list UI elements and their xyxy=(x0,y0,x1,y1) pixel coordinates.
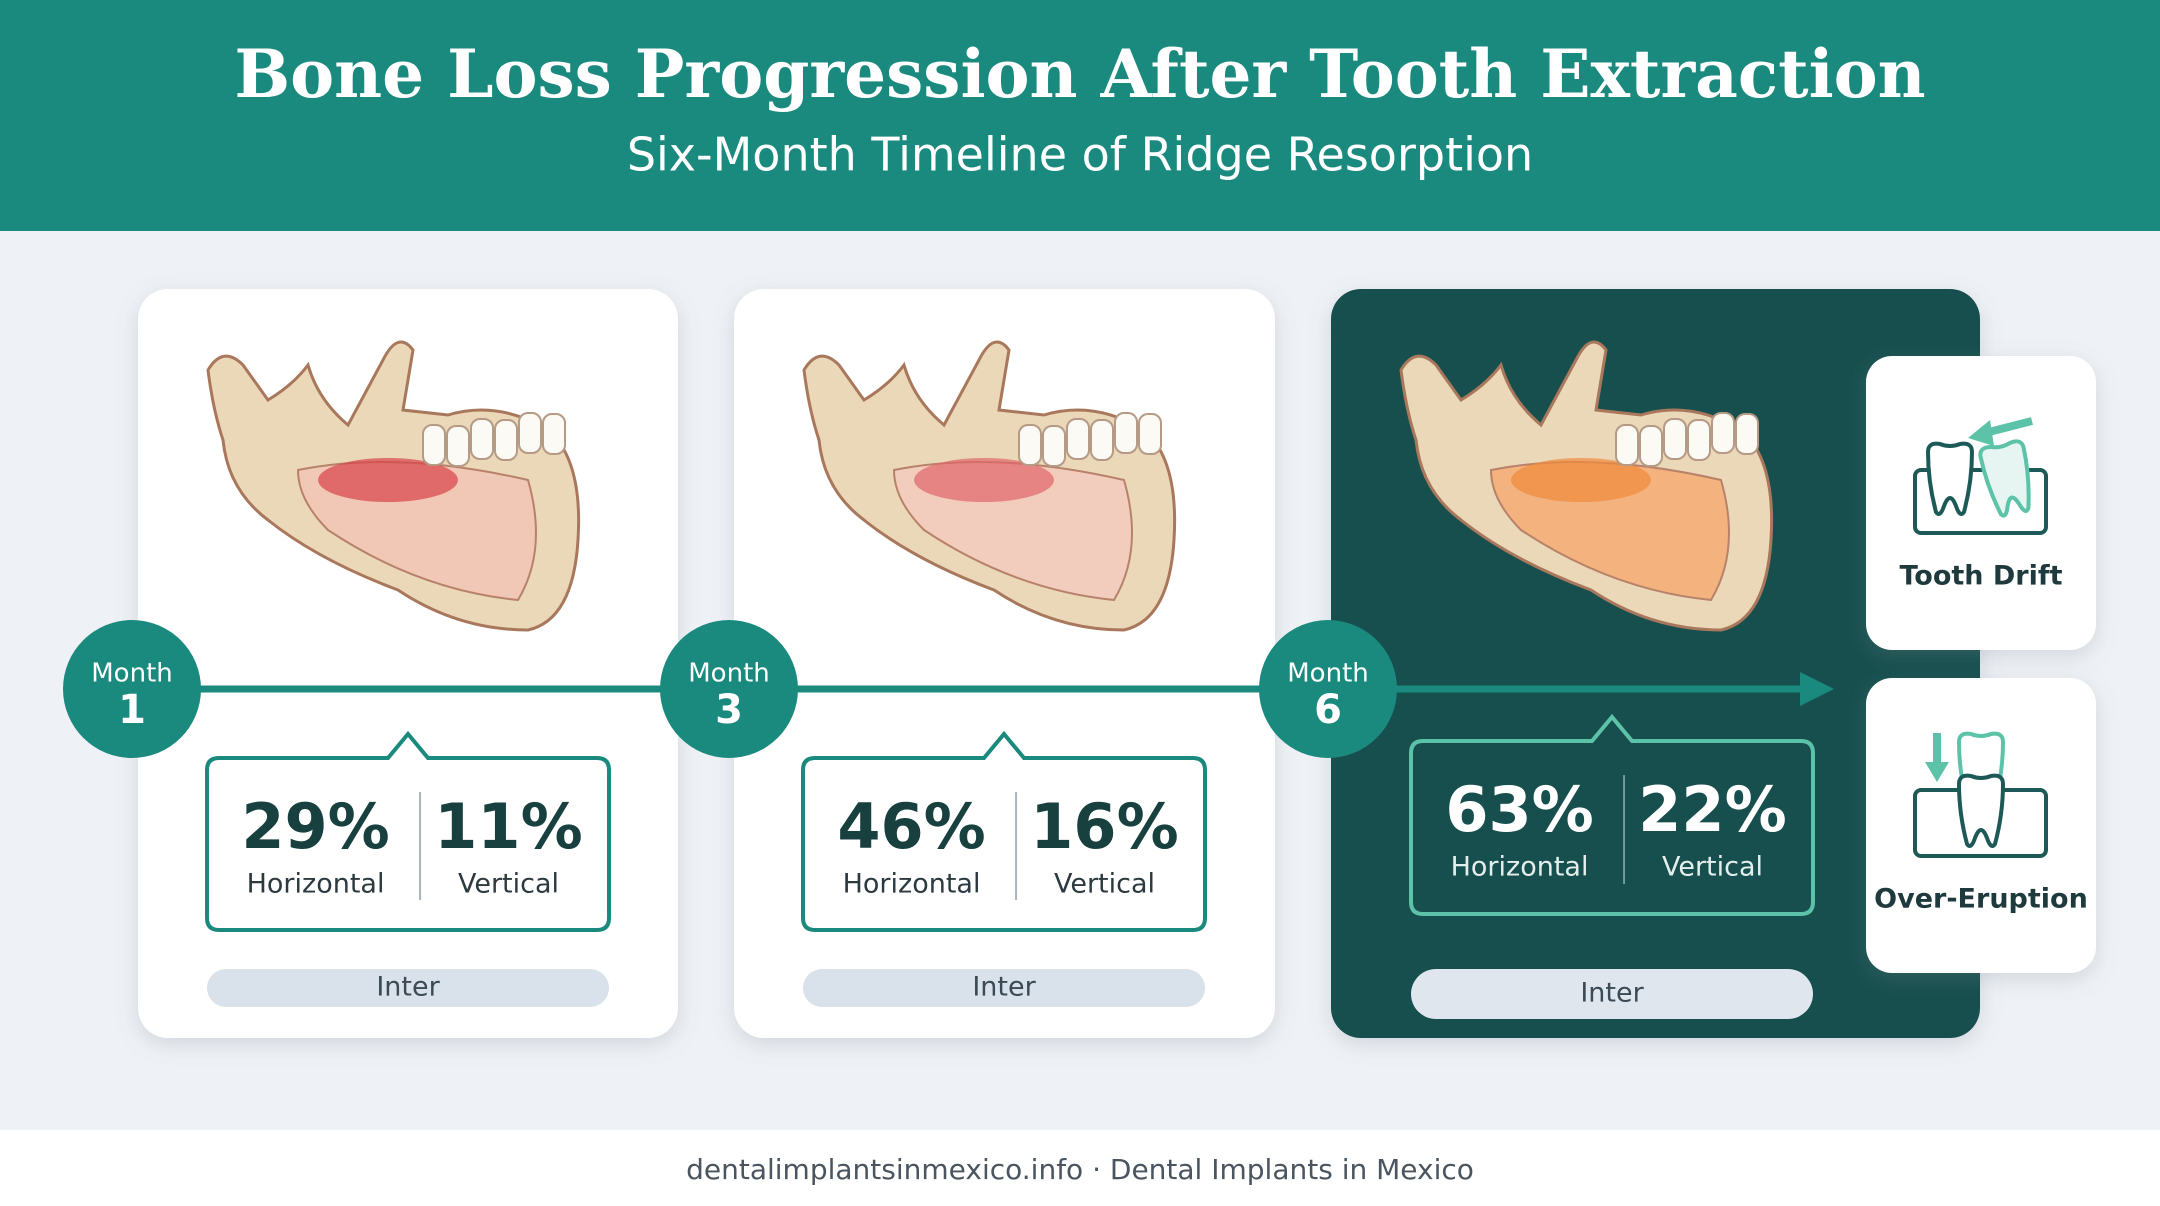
subtitle: Six-Month Timeline of Ridge Resorption xyxy=(627,128,1533,182)
vertical-value: 16% xyxy=(1030,790,1178,863)
horizontal-label: Horizontal xyxy=(247,869,385,900)
jaw-illustration xyxy=(1399,340,1774,632)
horizontal-value: 46% xyxy=(837,790,985,863)
horizontal-label: Horizontal xyxy=(843,869,981,900)
month-label: Month xyxy=(91,659,173,689)
timeline-node xyxy=(660,620,798,758)
tooth xyxy=(470,418,494,460)
tag-label: Inter xyxy=(376,972,440,1003)
horizontal-label: Horizontal xyxy=(1451,852,1589,883)
header-band xyxy=(0,0,2160,231)
resorption-zone xyxy=(1511,458,1651,502)
horizontal-value: 29% xyxy=(241,790,389,863)
effect-card xyxy=(1866,356,2096,650)
horizontal-value: 63% xyxy=(1445,773,1593,846)
month-number: 6 xyxy=(1314,687,1342,733)
footer-band xyxy=(0,1130,2160,1206)
timeline-node xyxy=(1259,620,1397,758)
tooth xyxy=(1114,412,1138,454)
resorption-zone xyxy=(318,458,458,502)
tag-pill xyxy=(1411,969,1813,1019)
gum-icon xyxy=(1913,468,2048,535)
month-number: 1 xyxy=(118,687,146,733)
tag-label: Inter xyxy=(972,972,1036,1003)
vertical-value: 11% xyxy=(434,790,582,863)
jaw-illustration xyxy=(206,340,581,632)
tooth xyxy=(542,413,566,455)
tooth xyxy=(1018,424,1042,466)
month-label: Month xyxy=(688,659,770,689)
vertical-label: Vertical xyxy=(1662,852,1763,883)
stat-box xyxy=(1409,713,1815,916)
tooth xyxy=(1711,412,1735,454)
tooth xyxy=(1090,419,1114,461)
stat-box xyxy=(801,730,1207,932)
tooth xyxy=(1735,413,1759,455)
tag-pill xyxy=(803,969,1205,1007)
tooth xyxy=(1138,413,1162,455)
jaw-illustration xyxy=(802,340,1177,632)
resorption-zone xyxy=(914,458,1054,502)
stat-box xyxy=(205,730,611,932)
vertical-label: Vertical xyxy=(458,869,559,900)
tooth xyxy=(518,412,542,454)
tooth xyxy=(494,419,518,461)
tooth xyxy=(1042,425,1066,467)
vertical-label: Vertical xyxy=(1054,869,1155,900)
stage-cards: 29% Horizontal 11% Vertical Inter 46% Horizont… xyxy=(138,289,1980,1038)
eruption-arrow-head xyxy=(1925,762,1949,782)
tooth xyxy=(422,424,446,466)
timeline-arrow xyxy=(1800,672,1834,706)
title: Bone Loss Progression After Tooth Extrac… xyxy=(234,35,1925,113)
drift-arrow xyxy=(1984,417,2033,437)
effect-label: Tooth Drift xyxy=(1899,561,2062,592)
tag-label: Inter xyxy=(1580,978,1644,1009)
tooth xyxy=(1687,419,1711,461)
timeline-node xyxy=(63,620,201,758)
month-number: 3 xyxy=(715,687,743,733)
drift-arrow-head xyxy=(1968,420,1994,446)
tooth xyxy=(1639,425,1663,467)
tooth xyxy=(1066,418,1090,460)
month-label: Month xyxy=(1287,659,1369,689)
vertical-value: 22% xyxy=(1638,773,1786,846)
footer: dentalimplantsinmexico.info · Dental Imp… xyxy=(686,1153,1474,1186)
tooth xyxy=(446,425,470,467)
tooth xyxy=(1615,424,1639,466)
tooth xyxy=(1663,418,1687,460)
tag-pill xyxy=(207,969,609,1007)
effect-label: Over-Eruption xyxy=(1874,884,2088,915)
